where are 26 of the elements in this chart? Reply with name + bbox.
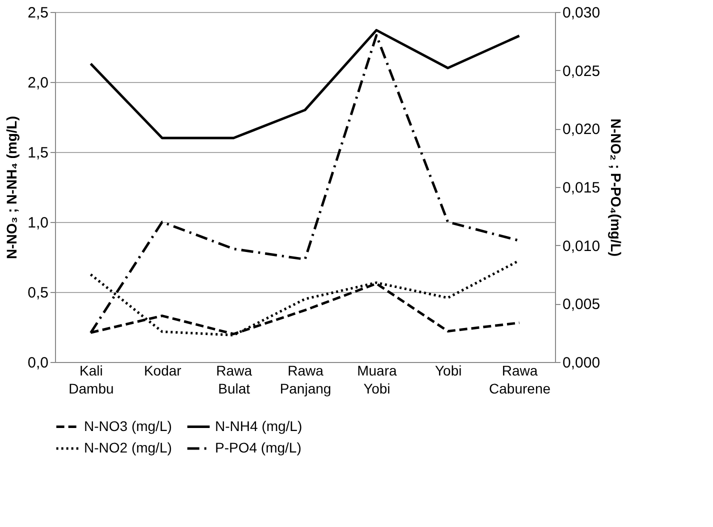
x-tick-label: Rawa Bulat bbox=[216, 362, 252, 396]
y-tick-label: 1,0 bbox=[28, 214, 48, 232]
y2-tick-label: 0,020 bbox=[562, 121, 600, 138]
y2-tick-label: 0,025 bbox=[562, 62, 600, 80]
y2-axis-title: N-NO₂ ; P-PO₄(mg/L) bbox=[608, 118, 624, 257]
x-tick-label: Rawa Panjang bbox=[280, 362, 332, 396]
y2-tick-label: 0,030 bbox=[562, 4, 600, 22]
x-tick-label: Yobi bbox=[434, 362, 462, 378]
y2-tick-label: 0,000 bbox=[562, 354, 600, 372]
y-tick-label: 2,0 bbox=[28, 74, 48, 92]
y-tick-label: 0,0 bbox=[28, 354, 48, 372]
y-axis-title: N-NO₃ ; N-NH₄ (mg/L) bbox=[4, 116, 20, 260]
y-tick-label: 1,5 bbox=[28, 144, 48, 162]
y2-tick-label: 0,010 bbox=[562, 238, 600, 255]
y-tick-label: 0,5 bbox=[28, 284, 48, 302]
x-tick-label: Kali Dambu bbox=[68, 362, 114, 396]
legend-label: N-NO2 (mg/L) bbox=[84, 440, 172, 456]
x-tick-label: Rawa Caburene bbox=[489, 362, 551, 396]
x-tick-label: Muara Yobi bbox=[357, 362, 397, 396]
y2-tick-label: 0,015 bbox=[562, 180, 600, 196]
y-tick-label: 2,5 bbox=[28, 4, 48, 22]
y2-tick-label: 0,005 bbox=[562, 296, 600, 314]
x-tick-label: Kodar bbox=[144, 362, 182, 378]
legend-label: P-PO4 (mg/L) bbox=[215, 440, 302, 456]
legend-label: N-NH4 (mg/L) bbox=[215, 418, 302, 434]
legend-label: N-NO3 (mg/L) bbox=[84, 418, 172, 434]
